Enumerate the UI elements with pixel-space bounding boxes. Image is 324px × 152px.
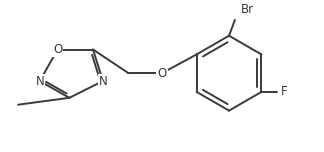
Text: N: N (98, 74, 107, 88)
Text: N: N (35, 74, 44, 88)
Text: Br: Br (241, 3, 254, 16)
Text: O: O (157, 67, 167, 80)
Text: F: F (281, 85, 288, 98)
Text: O: O (53, 43, 62, 56)
